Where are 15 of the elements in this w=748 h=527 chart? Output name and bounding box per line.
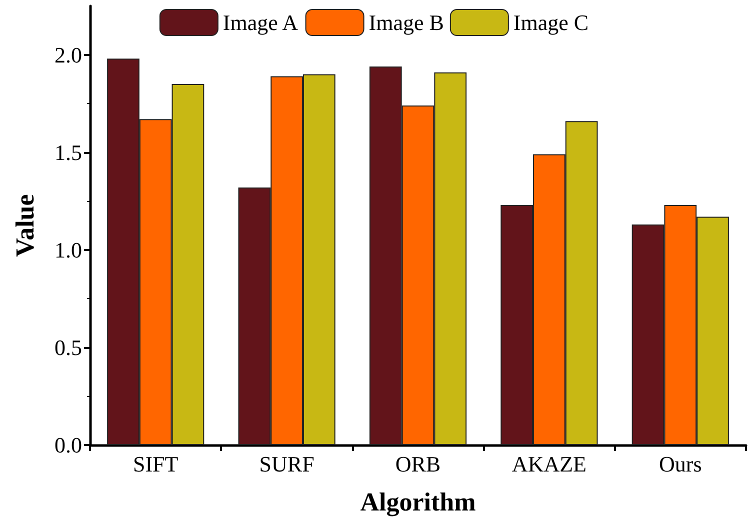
x-tick-label: Ours [659,452,702,476]
x-tick-label: SIFT [132,452,179,476]
y-tick-label: 1.5 [54,140,82,165]
x-tick-label: AKAZE [512,452,586,476]
x-tick-label: SURF [259,452,314,476]
y-tick-label: 2.0 [54,42,82,68]
x-tick-label: ORB [395,452,441,476]
x-axis-title: Algorithm [360,488,476,516]
y-tick-label: 0.5 [54,334,82,360]
y-tick-label: 1.0 [54,237,82,262]
y-tick-label: 0.0 [54,432,82,458]
y-axis-title: Value [10,194,40,257]
legend-label: Image A [222,10,298,35]
legend-label: Image C [513,10,589,35]
legend-label: Image B [368,10,444,35]
